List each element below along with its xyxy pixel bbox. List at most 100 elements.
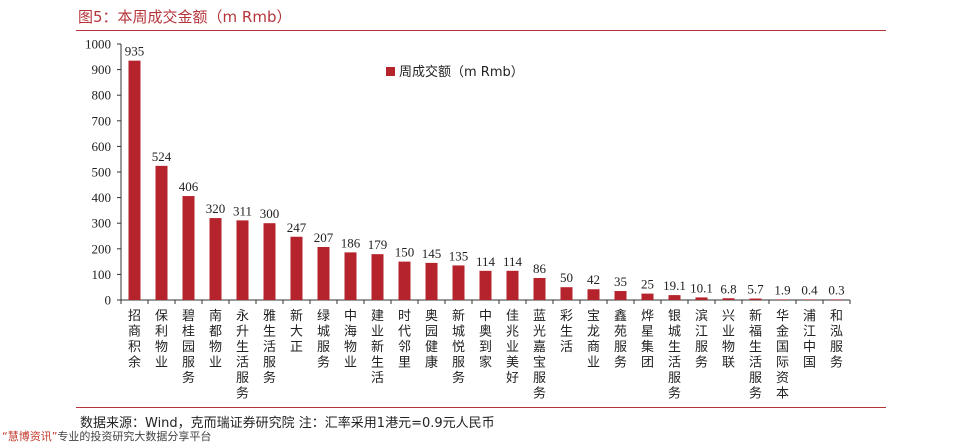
data-label: 207 (314, 230, 334, 245)
category-label: 新大正 (290, 308, 303, 355)
data-label: 5.7 (747, 282, 764, 297)
data-label: 86 (533, 261, 547, 276)
y-tick-label: 0 (105, 293, 112, 308)
bar (722, 298, 735, 300)
source-note: 数据来源：Wind，克而瑞证券研究院 注：汇率采用1港元=0.9元人民币 (80, 416, 495, 431)
data-label: 42 (587, 272, 600, 287)
category-label: 彩生活 (560, 309, 573, 355)
category-label: 永升生活服务 (236, 309, 249, 402)
bar (668, 295, 681, 300)
bar (479, 270, 492, 300)
data-label: 0.4 (801, 282, 818, 297)
y-tick-label: 100 (92, 267, 112, 282)
y-tick-label: 1000 (85, 37, 111, 52)
bar (614, 291, 627, 300)
bar-chart: 0 100 200 300 400 500 600 700 800 900 1000 935 招商积余 5… (85, 37, 851, 402)
bar (290, 236, 303, 300)
category-label: 绿城服务 (317, 309, 330, 371)
bar (182, 196, 195, 300)
data-label: 145 (422, 246, 442, 261)
watermark-text: 专业的投资研究大数据分享平台 (57, 430, 212, 443)
data-label: 50 (560, 270, 573, 285)
category-label: 雅生活服务 (263, 309, 276, 386)
bar (830, 299, 843, 300)
bar (317, 247, 330, 300)
data-label: 186 (341, 235, 361, 250)
category-label: 兴业物联 (722, 309, 735, 371)
category-label: 南都物业 (209, 308, 222, 371)
bar (695, 297, 708, 300)
bar (641, 293, 654, 300)
category-label: 华金国际资本 (776, 309, 789, 402)
category-label: 招商积余 (128, 309, 141, 371)
category-label: 宝龙商业 (587, 309, 600, 371)
category-label: 建业新生活 (371, 309, 384, 386)
data-label: 114 (503, 254, 523, 269)
data-label: 406 (179, 179, 199, 194)
bar (155, 165, 168, 300)
y-tick-label: 600 (92, 139, 112, 154)
bar (425, 262, 438, 300)
category-label: 银城生活服务 (668, 309, 681, 402)
bar (560, 287, 573, 300)
chart-title: 图5：本周成交金额（m Rmb） (78, 8, 292, 26)
data-label: 6.8 (720, 281, 736, 296)
data-label: 0.3 (828, 282, 844, 297)
title-divider (76, 30, 886, 31)
data-label: 935 (125, 44, 145, 59)
category-label: 碧桂园服务 (182, 309, 195, 386)
category-label: 和泓服务 (830, 309, 843, 371)
category-label: 中海物业 (344, 309, 357, 371)
y-tick-label: 200 (92, 241, 112, 256)
data-label: 247 (287, 220, 307, 235)
bar (803, 299, 816, 300)
bar (371, 254, 384, 300)
watermark-brand: “慧博资讯” (2, 430, 58, 443)
bar (587, 289, 600, 300)
category-label: 新城悦服务 (452, 308, 465, 386)
category-label: 佳兆业美好 (506, 309, 519, 386)
data-label: 114 (476, 254, 496, 269)
category-label: 滨江服务 (695, 308, 708, 371)
watermark: “慧博资讯”专业的投资研究大数据分享平台 (2, 428, 211, 444)
bar (776, 299, 789, 300)
y-tick-label: 400 (92, 190, 112, 205)
y-tick-label: 300 (92, 216, 112, 231)
data-label: 320 (206, 201, 226, 216)
data-label: 311 (233, 203, 252, 218)
footer-divider (76, 407, 886, 408)
bar (452, 265, 465, 300)
data-label: 179 (368, 237, 388, 252)
data-label: 10.1 (690, 280, 713, 295)
bar (533, 277, 546, 300)
category-label: 蓝光嘉宝服务 (533, 309, 546, 402)
y-tick-label: 500 (92, 165, 112, 180)
category-label: 烨星集团 (641, 309, 654, 371)
bar (344, 252, 357, 300)
data-label: 1.9 (774, 282, 790, 297)
category-label: 鑫苑服务 (614, 308, 627, 371)
bar (398, 261, 411, 300)
category-label: 新福生活服务 (749, 308, 762, 402)
data-label: 135 (449, 248, 469, 263)
bar (506, 270, 519, 300)
data-label: 19.1 (663, 278, 686, 293)
bar (209, 218, 222, 300)
legend-label: 周成交额（m Rmb） (399, 64, 524, 80)
y-tick-label: 800 (92, 88, 112, 103)
category-label: 中奥到家 (479, 309, 492, 371)
data-label: 150 (395, 245, 415, 260)
data-label: 300 (260, 206, 280, 221)
category-label: 浦江中国 (803, 309, 816, 371)
category-label: 时代邻里 (398, 309, 411, 371)
bar (236, 220, 249, 300)
bar (749, 298, 762, 300)
bar (263, 223, 276, 300)
data-label: 25 (641, 277, 654, 292)
data-label: 35 (614, 274, 627, 289)
category-label: 奥园健康 (425, 309, 438, 371)
category-label: 保利物业 (155, 309, 168, 371)
bar (128, 60, 141, 300)
y-tick-label: 900 (92, 62, 112, 77)
data-label: 524 (152, 149, 172, 164)
